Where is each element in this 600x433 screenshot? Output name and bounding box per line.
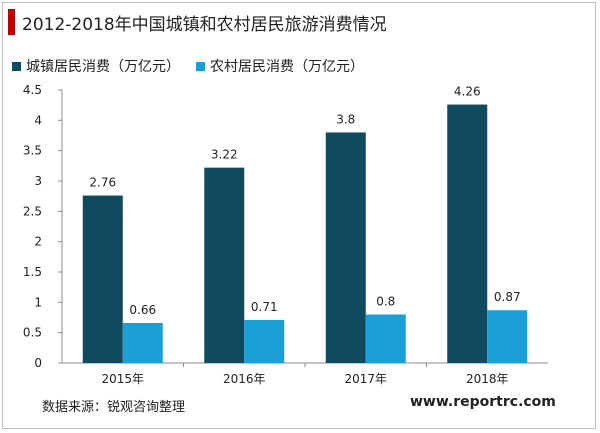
x-tick-label: 2016年 [223,372,266,386]
bar-urban [204,167,245,363]
data-label-urban: 3.22 [211,148,238,162]
data-label-urban: 4.26 [454,85,481,99]
chart-title: 2012-2018年中国城镇和农村居民旅游消费情况 [22,15,387,35]
y-tick-label: 4.5 [23,83,42,97]
data-label-urban: 2.76 [89,176,116,190]
y-tick-label: 0 [34,356,42,370]
title-accent-bar [8,9,15,35]
data-label-rural: 0.66 [129,303,156,317]
y-tick-label: 1 [34,295,42,309]
y-tick-label: 3.5 [23,144,42,158]
bar-urban [447,104,488,363]
legend-item-urban: 城镇居民消费（万亿元） [12,56,180,76]
y-tick-label: 4 [34,113,42,127]
legend-label-rural: 农村居民消费（万亿元） [210,59,364,75]
bar-rural [365,314,406,363]
y-tick-label: 1.5 [23,265,42,279]
y-tick-label: 2.5 [23,204,42,218]
legend-label-urban: 城镇居民消费（万亿元） [26,59,180,75]
legend-swatch-urban [12,61,21,71]
y-tick-label: 2 [34,235,42,249]
x-tick-label: 2017年 [344,372,387,386]
data-label-rural: 0.71 [251,300,278,314]
bar-rural [122,322,163,363]
bar-urban [82,195,123,363]
y-tick-label: 3 [34,174,42,188]
legend-item-rural: 农村居民消费（万亿元） [196,56,364,76]
x-tick-label: 2015年 [101,372,144,386]
website-url: www.reportrc.com [410,394,556,410]
y-tick-label: 0.5 [23,326,42,340]
data-label-rural: 0.8 [376,294,395,308]
x-tick-label: 2018年 [466,372,509,386]
data-label-urban: 3.8 [336,112,355,126]
bar-rural [244,319,285,363]
source-note: 数据来源：锐观咨询整理 [42,400,186,415]
bar-rural [487,310,528,363]
bar-urban [325,132,366,363]
data-label-rural: 0.87 [494,290,521,304]
legend-swatch-rural [196,61,205,71]
